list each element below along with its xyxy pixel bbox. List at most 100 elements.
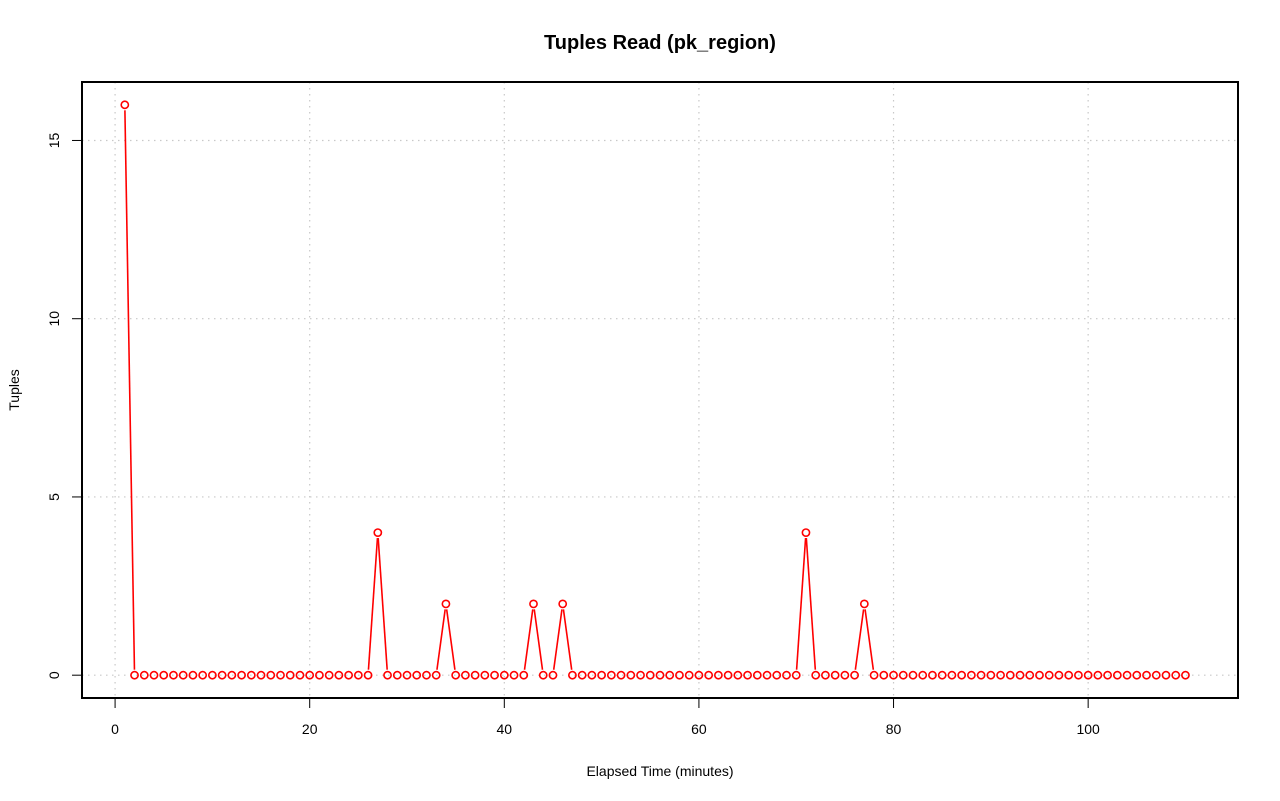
data-point [392, 670, 402, 680]
data-point [490, 670, 499, 680]
data-point [1093, 670, 1103, 680]
data-point [373, 528, 383, 537]
data-point [266, 670, 276, 680]
data-point [772, 670, 782, 680]
data-point [801, 528, 811, 537]
data-point [996, 670, 1005, 680]
series-segment [436, 609, 446, 670]
data-point [791, 670, 801, 680]
data-point [694, 670, 704, 680]
data-point [159, 670, 169, 680]
data-point [139, 670, 149, 680]
y-tick-label: 0 [46, 671, 62, 679]
data-point [616, 670, 626, 680]
y-axis-label: Tuples [6, 369, 22, 411]
data-point [665, 670, 675, 680]
data-point [169, 670, 178, 680]
series-segment [795, 538, 807, 670]
data-point [441, 599, 451, 609]
data-point [529, 599, 538, 609]
data-point [908, 670, 918, 680]
data-point [499, 670, 509, 680]
data-point [538, 670, 548, 680]
data-point [295, 670, 305, 680]
data-point [889, 670, 898, 680]
series-segment [445, 609, 456, 670]
data-point [315, 670, 324, 680]
data-point [1112, 670, 1122, 680]
data-point [1083, 670, 1093, 680]
x-tick-label: 100 [1076, 721, 1100, 737]
data-point [1151, 670, 1161, 680]
x-tick-label: 80 [886, 721, 902, 737]
data-point [1015, 670, 1025, 680]
data-point [130, 670, 139, 680]
y-tick-label: 10 [46, 311, 62, 327]
data-point [285, 670, 295, 680]
series-segment [377, 538, 388, 670]
data-point [207, 670, 217, 680]
data-point [120, 100, 130, 110]
x-axis: 0 20 40 60 80 100 [111, 697, 1100, 737]
data-point [966, 670, 976, 680]
plot-frame [81, 81, 1239, 699]
data-point [227, 670, 237, 680]
series-segment [562, 609, 573, 670]
data-point [879, 670, 889, 680]
data-point [684, 670, 694, 680]
data-point [928, 670, 937, 680]
data-point [431, 670, 441, 680]
data-point [568, 670, 577, 680]
data-point [655, 670, 665, 680]
data-point [412, 670, 422, 680]
chart-title: Tuples Read (pk_region) [544, 32, 776, 54]
x-tick-label: 60 [691, 721, 707, 737]
data-point [782, 670, 791, 680]
x-tick-label: 40 [497, 721, 513, 737]
data-point [713, 670, 723, 680]
data-point [821, 670, 830, 680]
series-segment [864, 609, 875, 670]
data-point [470, 670, 480, 680]
data-point [1035, 670, 1044, 680]
data-point [344, 670, 354, 680]
data-point [1064, 670, 1074, 680]
data-point [276, 670, 285, 680]
data-point [606, 670, 616, 680]
data-point [451, 670, 461, 680]
data-point [704, 670, 714, 680]
series-segment [552, 609, 563, 670]
data-point [1025, 670, 1035, 680]
data-point [675, 670, 684, 680]
data-point [1044, 670, 1054, 680]
data-point [762, 670, 772, 680]
data-point [577, 670, 587, 680]
data-point [850, 670, 860, 680]
series-segment [805, 538, 817, 670]
data-point [743, 670, 752, 680]
y-tick-label: 15 [46, 132, 62, 148]
x-axis-label: Elapsed Time (minutes) [586, 763, 733, 779]
data-point [1054, 670, 1064, 680]
data-point [422, 670, 431, 680]
data-point [334, 670, 344, 680]
data-point [217, 670, 227, 680]
data-point [509, 670, 519, 680]
data-point [1122, 670, 1132, 680]
data-point [1103, 670, 1113, 680]
data-point [363, 670, 373, 680]
data-point [198, 670, 208, 680]
data-point [937, 670, 947, 680]
data-point [558, 599, 568, 609]
data-point [587, 670, 597, 680]
data-point [460, 670, 470, 680]
data-point [519, 670, 529, 680]
data-point [1142, 670, 1151, 680]
data-point [597, 670, 607, 680]
series-segment [367, 538, 379, 670]
data-point [1161, 670, 1171, 680]
data-point [723, 670, 733, 680]
data-point [480, 670, 490, 680]
data-point [149, 670, 159, 680]
